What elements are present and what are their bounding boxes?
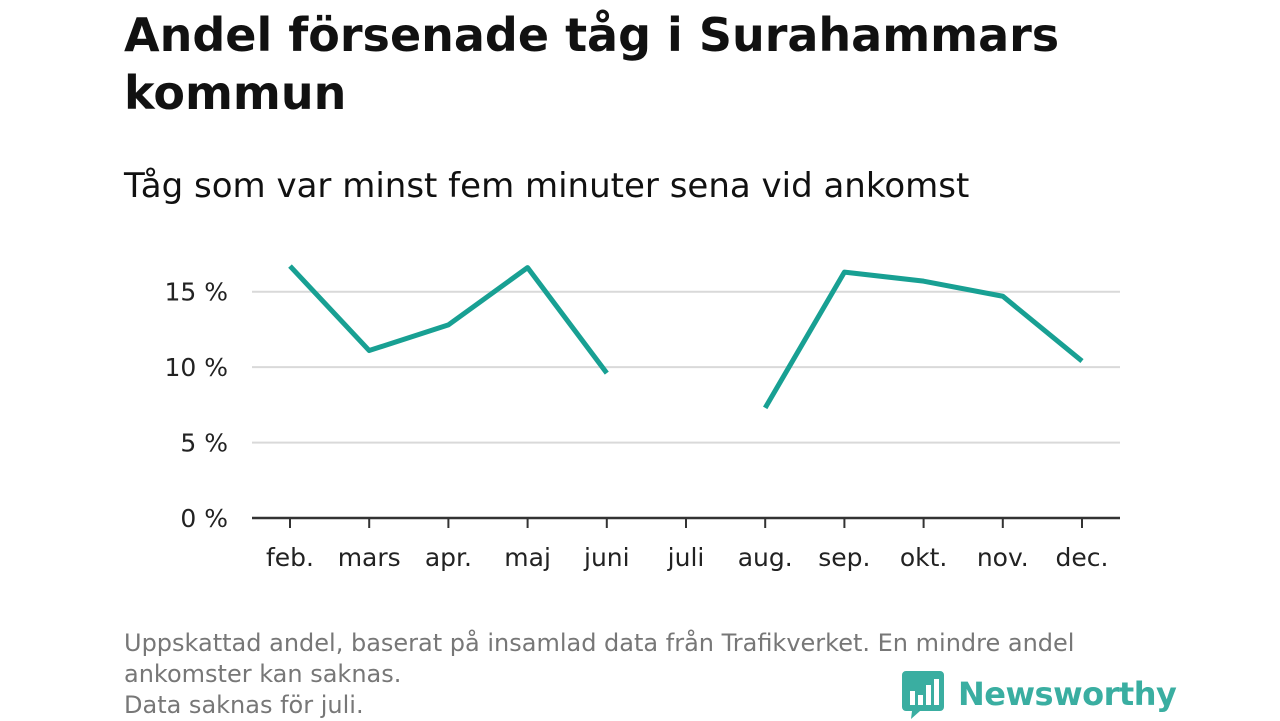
x-tick-label: maj bbox=[504, 543, 551, 572]
x-tick-label: nov. bbox=[977, 543, 1029, 572]
y-tick-label: 15 % bbox=[164, 278, 228, 307]
series-line-segment bbox=[288, 264, 609, 375]
y-tick-label: 0 % bbox=[180, 504, 228, 533]
x-tick-label: aug. bbox=[738, 543, 793, 572]
brand-logo: Newsworthy bbox=[902, 668, 1177, 720]
chart-subtitle: Tåg som var minst fem minuter sena vid a… bbox=[124, 166, 970, 206]
x-tick-label: okt. bbox=[900, 543, 948, 572]
y-tick-label: 10 % bbox=[164, 353, 228, 382]
y-tick-label: 5 % bbox=[180, 429, 228, 458]
x-tick-label: juni bbox=[583, 543, 630, 572]
line-chart: 0 % 5 % 10 % 15 % feb. mars apr. maj juni juli aug… bbox=[164, 264, 1120, 572]
x-tick-label: juli bbox=[667, 543, 705, 572]
x-tick-label: feb. bbox=[266, 543, 314, 572]
series-line-segment bbox=[763, 269, 1084, 410]
footnote-missing-data-note: Data saknas för juli. bbox=[124, 691, 364, 719]
x-tick-label: sep. bbox=[818, 543, 870, 572]
brand-name: Newsworthy bbox=[958, 675, 1177, 713]
footnote: Uppskattad andel, baserat på insamlad da… bbox=[124, 628, 1164, 721]
footnote-source-note: Uppskattad andel, baserat på insamlad da… bbox=[124, 629, 1075, 688]
x-tick-label: apr. bbox=[425, 543, 472, 572]
x-tick-label: dec. bbox=[1056, 543, 1109, 572]
newsworthy-logo-icon bbox=[902, 671, 944, 719]
x-tick-label: mars bbox=[338, 543, 401, 572]
chart-title: Andel försenade tåg i Surahammars kommun bbox=[124, 8, 1060, 120]
